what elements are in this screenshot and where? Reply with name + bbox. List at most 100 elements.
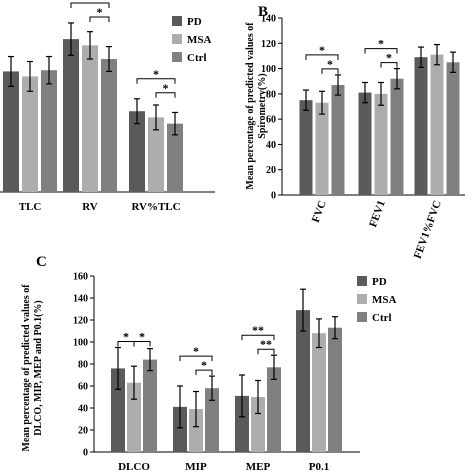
- significance-bracket: [133, 341, 151, 347]
- y-axis-title: Mean percentage of predicted values ofSp…: [245, 22, 268, 190]
- significance-marker: **: [260, 337, 272, 351]
- bar-ctrl: [328, 327, 342, 452]
- legend-label: PD: [187, 16, 202, 28]
- significance-marker: *: [87, 0, 93, 5]
- category-label: FEV1%FVC: [412, 199, 444, 261]
- significance-marker: *: [163, 81, 169, 95]
- panel-label: B: [258, 4, 268, 20]
- bar-pd: [299, 100, 313, 195]
- bar-ctrl: [205, 388, 219, 452]
- legend: PD MSA Ctrl: [172, 16, 212, 64]
- significance-bracket: [70, 2, 110, 8]
- category-label: FEV1: [367, 199, 388, 229]
- legend-label: MSA: [372, 294, 397, 306]
- y-tick-label: 160: [73, 272, 88, 283]
- panel-c: C Mean percentage of predicted values ofD…: [21, 254, 397, 473]
- y-tick-label: 20: [78, 426, 88, 437]
- bar-ctrl: [331, 85, 345, 195]
- y-tick-label: 60: [266, 115, 276, 126]
- significance-bracket: [136, 78, 176, 84]
- y-axis-title: Mean percentage of predicted values ofDL…: [21, 284, 44, 452]
- bar-pd: [129, 111, 145, 192]
- bar-msa: [189, 409, 203, 452]
- bar-msa: [251, 397, 265, 452]
- bar-pd: [235, 395, 249, 452]
- significance-bracket: [179, 355, 213, 362]
- category-label: RV: [82, 201, 98, 213]
- bar-msa: [315, 102, 329, 195]
- category-label: MEP: [246, 461, 271, 473]
- significance-bracket: [257, 348, 275, 355]
- significance-marker: *: [97, 5, 103, 19]
- legend-swatch-msa: [172, 34, 182, 44]
- bar-pd: [296, 310, 310, 452]
- significance-bracket: [321, 68, 339, 74]
- bar-msa: [374, 93, 388, 195]
- category-label: TLC: [19, 201, 42, 213]
- y-tick-label: 40: [266, 140, 276, 151]
- legend-swatch-ctrl: [172, 52, 182, 62]
- bar-ctrl: [101, 59, 117, 193]
- category-label: MIP: [185, 461, 207, 473]
- significance-marker: *: [201, 358, 207, 372]
- y-tick-label: 20: [266, 165, 276, 176]
- legend-swatch-pd: [172, 16, 182, 26]
- bar-pd: [63, 39, 79, 192]
- bar-msa: [148, 117, 164, 192]
- y-tick-label: 80: [78, 360, 88, 371]
- significance-bracket: [380, 62, 398, 68]
- y-tick-label: 0: [271, 191, 276, 202]
- legend-swatch-pd: [357, 276, 367, 286]
- significance-marker: *: [327, 57, 333, 71]
- category-label: P0.1: [309, 461, 329, 473]
- significance-bracket: [364, 48, 398, 54]
- significance-bracket: [195, 369, 213, 376]
- bar-msa: [430, 54, 444, 195]
- significance-marker: *: [193, 344, 199, 358]
- bar-ctrl: [390, 78, 404, 195]
- legend-label: PD: [372, 276, 387, 288]
- bar-pd: [3, 71, 19, 192]
- significance-bracket: [155, 92, 176, 98]
- bar-msa: [82, 45, 98, 192]
- y-tick-label: 120: [261, 39, 276, 50]
- significance-marker: *: [378, 37, 384, 51]
- panel-a: * * * * TLC RV RV%TLC PD MSA Ctrl: [0, 0, 215, 213]
- bar-ctrl: [167, 123, 183, 192]
- bar-msa: [312, 333, 326, 452]
- bar-msa: [127, 382, 141, 452]
- bar-msa: [22, 76, 38, 192]
- bar-ctrl: [267, 367, 281, 452]
- category-label: FVC: [310, 199, 329, 224]
- significance-bracket: [89, 16, 110, 22]
- legend-label: MSA: [187, 34, 212, 46]
- y-tick-label: 40: [78, 404, 88, 415]
- y-tick-label: 0: [83, 448, 88, 459]
- y-tick-label: 60: [78, 382, 88, 393]
- legend-label: Ctrl: [187, 52, 207, 64]
- significance-marker: *: [319, 43, 325, 57]
- category-label: RV%TLC: [131, 201, 180, 213]
- bar-ctrl: [143, 359, 157, 452]
- y-tick-label: 140: [261, 14, 276, 25]
- panel-b: B Mean percentage of predicted values ofS…: [245, 4, 465, 260]
- category-label: DLCO: [118, 461, 150, 473]
- legend-label: Ctrl: [372, 312, 392, 324]
- legend: PD MSA Ctrl: [357, 276, 397, 324]
- bar-pd: [358, 92, 372, 195]
- y-tick-label: 140: [73, 294, 88, 305]
- significance-marker: *: [386, 51, 392, 65]
- bar-ctrl: [446, 62, 460, 195]
- legend-swatch-msa: [357, 294, 367, 304]
- legend-swatch-ctrl: [357, 312, 367, 322]
- y-tick-label: 100: [261, 64, 276, 75]
- significance-marker: *: [139, 330, 145, 344]
- bar-pd: [111, 368, 125, 452]
- significance-bracket: [305, 54, 339, 60]
- bar-pd: [173, 406, 187, 452]
- y-tick-label: 120: [73, 316, 88, 327]
- bar-pd: [414, 57, 428, 195]
- y-tick-label: 100: [73, 338, 88, 349]
- significance-marker: **: [252, 323, 264, 337]
